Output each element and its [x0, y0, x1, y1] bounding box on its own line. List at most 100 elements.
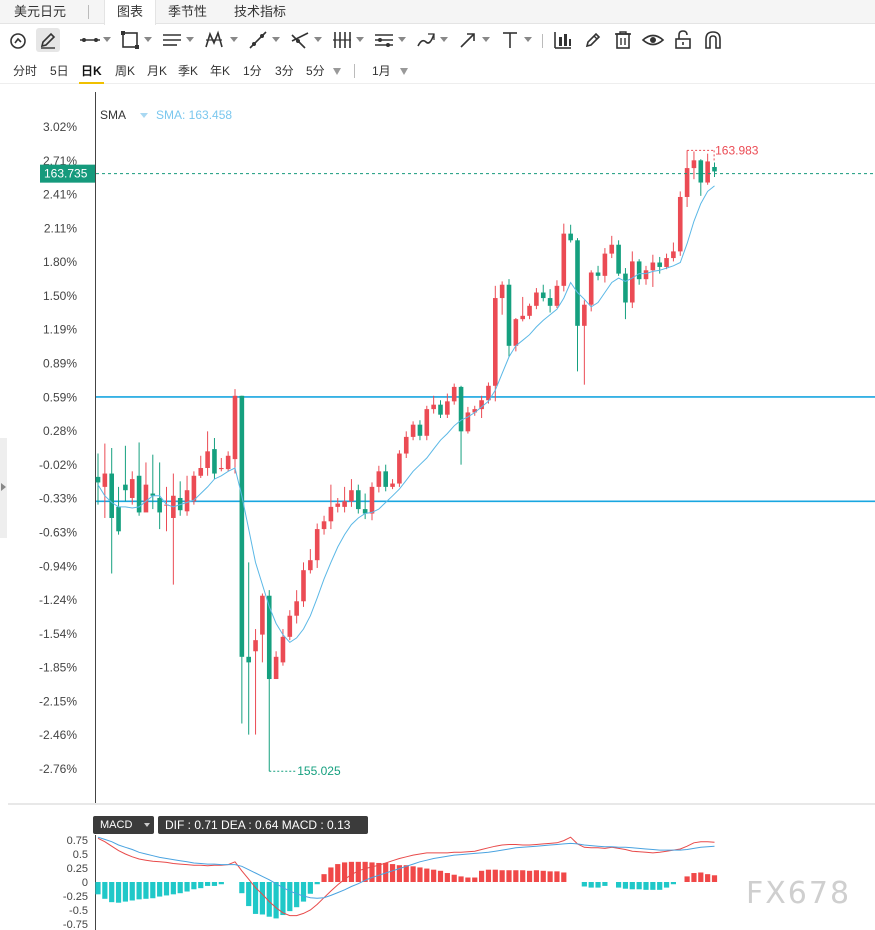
range-caret[interactable]	[400, 68, 408, 75]
candle	[636, 259, 642, 285]
period-1min[interactable]: 1分	[243, 64, 262, 78]
macd-bar	[170, 882, 176, 895]
macd-indicator-select[interactable]: MACD	[93, 816, 154, 834]
period-quarterly[interactable]: 季K	[178, 64, 199, 78]
text-tool-caret[interactable]	[524, 37, 532, 42]
y-tick-label: -0.63%	[39, 525, 77, 539]
candle	[129, 471, 135, 505]
macd-bar	[622, 882, 629, 889]
candle	[136, 442, 142, 516]
tab-seasonality[interactable]: 季节性	[168, 4, 208, 19]
y-tick-label: 3.02%	[43, 120, 77, 134]
candle	[657, 256, 662, 274]
period-weekly[interactable]: 周K	[115, 64, 136, 78]
candle	[445, 393, 450, 419]
text-tool-icon[interactable]	[498, 28, 522, 52]
period-5min[interactable]: 5分	[306, 64, 325, 78]
macd-bar	[650, 882, 656, 890]
macd-bar	[437, 870, 444, 882]
y-tick-label: -0.02%	[39, 458, 77, 472]
macd-bar	[273, 882, 279, 919]
macd-tick-label: -0.25	[63, 891, 88, 903]
period-yearly[interactable]: 年K	[210, 64, 231, 78]
lock-icon[interactable]	[671, 28, 695, 52]
macd-bar	[143, 882, 149, 899]
macd-bar	[458, 876, 464, 882]
pencil-icon[interactable]	[36, 28, 60, 52]
period-3min[interactable]: 3分	[275, 64, 294, 78]
y-tick-label: -1.54%	[39, 627, 77, 641]
period-monthly[interactable]: 月K	[147, 64, 168, 78]
magnet-circle-icon[interactable]	[6, 28, 30, 52]
trend-line-icon[interactable]	[246, 28, 270, 52]
candle	[623, 268, 628, 320]
macd-bar	[95, 882, 101, 895]
eye-icon[interactable]	[641, 28, 665, 52]
period-daily[interactable]: 日K	[79, 64, 104, 84]
macd-bar	[252, 882, 259, 914]
arrow-icon[interactable]	[456, 28, 480, 52]
range-tool-caret[interactable]	[398, 37, 406, 42]
candle	[143, 462, 149, 513]
candle	[164, 486, 169, 532]
macd-bar	[431, 869, 437, 882]
tab-chart[interactable]: 图表	[104, 0, 157, 25]
sma-dropdown-caret[interactable]	[140, 113, 148, 118]
macd-bar	[540, 870, 546, 882]
candlestick-chart[interactable]: 3.02% 2.71% 2.41% 2.11% 1.80% 1.50% 1.19% 0.89%…	[0, 92, 875, 804]
candle	[287, 610, 293, 641]
macd-bar	[643, 882, 649, 890]
candle	[547, 289, 553, 313]
sma-legend[interactable]: SMA SMA: 163.458	[100, 108, 232, 122]
rectangle-icon[interactable]	[118, 28, 142, 52]
macd-bar	[581, 882, 587, 887]
horizontal-line-caret[interactable]	[103, 37, 111, 42]
macd-chart[interactable]: 0.75 0.5 0.25 0 -0.25 -0.5 -0.75	[0, 805, 875, 930]
parallel-lines-icon[interactable]	[160, 28, 184, 52]
sma-value: SMA: 163.458	[156, 108, 233, 122]
measure-icon[interactable]	[551, 28, 575, 52]
range-tool-icon[interactable]	[372, 28, 396, 52]
drawing-toolbar	[0, 26, 875, 54]
fibonacci-icon[interactable]	[288, 28, 312, 52]
period-more-caret[interactable]	[333, 68, 341, 75]
period-5day[interactable]: 5日	[50, 64, 69, 78]
candle	[225, 451, 231, 472]
trash-icon[interactable]	[611, 28, 635, 52]
macd-bar	[636, 882, 642, 890]
period-intraday[interactable]: 分时	[13, 64, 38, 78]
macd-bar	[561, 872, 567, 882]
candle	[520, 296, 525, 322]
y-tick-label: 1.50%	[43, 289, 77, 303]
candle	[595, 265, 601, 281]
tab-technical-indicators[interactable]: 技术指标	[234, 4, 287, 19]
fibonacci-caret[interactable]	[314, 37, 322, 42]
brush-caret[interactable]	[440, 37, 448, 42]
current-price-value: 163.735	[44, 167, 88, 181]
parallel-lines-caret[interactable]	[186, 37, 194, 42]
trend-line-caret[interactable]	[272, 37, 280, 42]
y-tick-label: -1.24%	[39, 593, 77, 607]
brush-icon[interactable]	[414, 28, 438, 52]
sidebar-toggle-handle[interactable]	[0, 438, 7, 538]
range-select[interactable]: 1月	[372, 64, 391, 78]
y-tick-label: 0.59%	[43, 390, 77, 404]
macd-bar	[355, 861, 361, 882]
magnet-icon[interactable]	[701, 28, 725, 52]
macd-bar	[321, 874, 327, 882]
panel-divider[interactable]	[8, 803, 875, 805]
arrow-caret[interactable]	[482, 37, 490, 42]
candle	[321, 515, 327, 535]
rectangle-caret[interactable]	[144, 37, 152, 42]
candle	[191, 471, 197, 505]
candle	[294, 590, 299, 624]
bars-tool-caret[interactable]	[356, 37, 364, 42]
bars-tool-icon[interactable]	[330, 28, 354, 52]
zigzag-pattern-icon[interactable]	[202, 28, 226, 52]
zigzag-pattern-caret[interactable]	[230, 37, 238, 42]
horizontal-lines[interactable]	[96, 396, 875, 503]
edit-icon[interactable]	[581, 28, 605, 52]
horizontal-line-icon[interactable]	[78, 28, 102, 52]
candle	[362, 493, 368, 520]
candle	[335, 497, 341, 513]
